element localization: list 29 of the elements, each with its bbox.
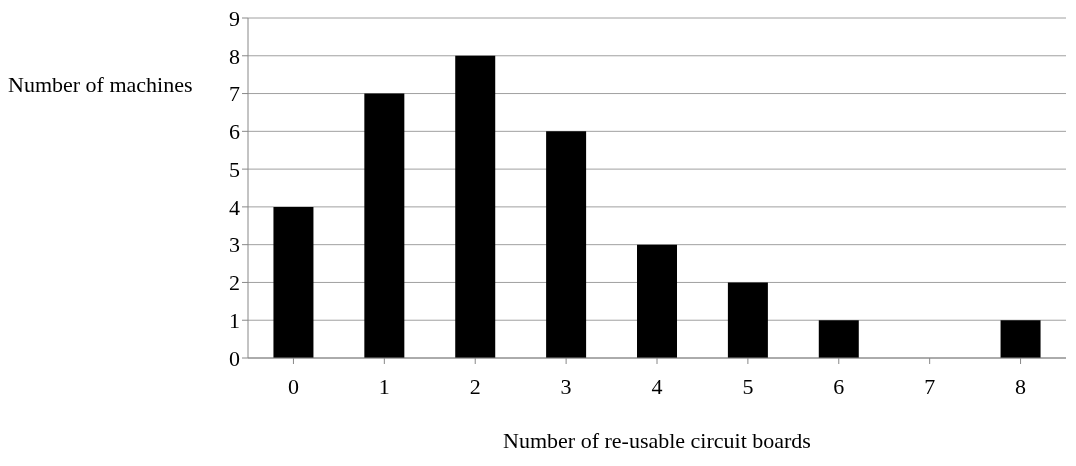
x-tick-label: 6 bbox=[833, 373, 845, 399]
y-tick-label: 3 bbox=[229, 232, 240, 258]
y-tick-label: 9 bbox=[229, 5, 240, 31]
bar bbox=[637, 244, 677, 358]
x-tick-label: 8 bbox=[1015, 373, 1027, 399]
x-tick-label: 0 bbox=[287, 373, 299, 399]
bar bbox=[818, 320, 859, 358]
y-tick-label: 2 bbox=[229, 270, 240, 296]
y-tick-label: 5 bbox=[229, 156, 240, 182]
y-tick-label: 7 bbox=[229, 81, 240, 107]
y-tick-label: 1 bbox=[229, 308, 240, 334]
bar bbox=[1000, 320, 1041, 358]
y-tick-label: 6 bbox=[229, 119, 240, 145]
y-tick-label: 0 bbox=[229, 345, 240, 371]
y-tick-label: 8 bbox=[229, 43, 240, 69]
x-tick-label: 5 bbox=[742, 373, 754, 399]
x-axis-title: Number of re-usable circuit boards bbox=[503, 428, 811, 453]
x-tick-label: 4 bbox=[651, 373, 663, 399]
bar bbox=[273, 206, 314, 358]
x-tick-label: 7 bbox=[924, 373, 936, 399]
y-tick-label: 4 bbox=[229, 194, 240, 220]
bar bbox=[727, 282, 768, 358]
bar bbox=[546, 131, 587, 358]
bar bbox=[455, 55, 496, 358]
x-tick-label: 3 bbox=[560, 373, 572, 399]
bar bbox=[364, 93, 405, 358]
y-axis-title: Number of machines bbox=[8, 72, 193, 98]
x-tick-label: 1 bbox=[378, 373, 390, 399]
x-tick-label: 2 bbox=[469, 373, 481, 399]
